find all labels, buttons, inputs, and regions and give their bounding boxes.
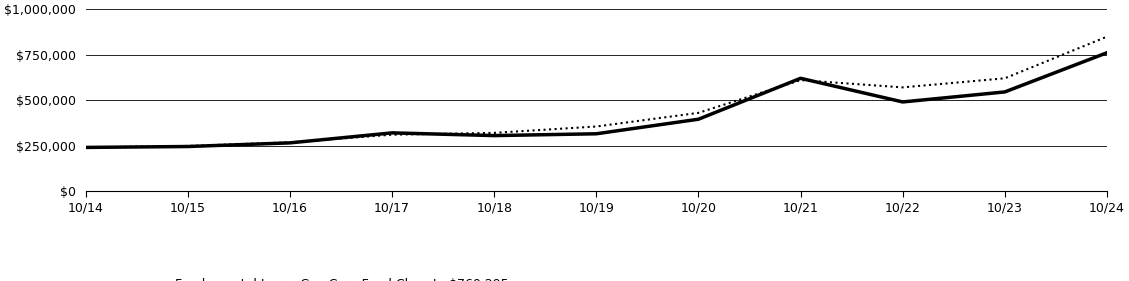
Fundamental Large Cap Core Fund Class I - $760,295 <box>794 77 807 80</box>
Legend: Fundamental Large Cap Core Fund Class I - $760,295, S&P 500 Index - $848,762: Fundamental Large Cap Core Fund Class I … <box>126 273 514 281</box>
Line: Fundamental Large Cap Core Fund Class I - $760,295: Fundamental Large Cap Core Fund Class I … <box>86 53 1106 148</box>
Fundamental Large Cap Core Fund Class I - $760,295 <box>283 141 297 144</box>
S&P 500 Index - $848,762 <box>794 78 807 82</box>
Fundamental Large Cap Core Fund Class I - $760,295 <box>488 134 501 137</box>
Fundamental Large Cap Core Fund Class I - $760,295 <box>896 100 910 104</box>
Fundamental Large Cap Core Fund Class I - $760,295 <box>998 90 1012 94</box>
S&P 500 Index - $848,762 <box>1100 35 1113 38</box>
Fundamental Large Cap Core Fund Class I - $760,295 <box>692 117 706 121</box>
S&P 500 Index - $848,762 <box>181 144 194 148</box>
S&P 500 Index - $848,762 <box>589 125 603 128</box>
Fundamental Large Cap Core Fund Class I - $760,295 <box>1100 51 1113 55</box>
S&P 500 Index - $848,762 <box>385 133 399 136</box>
Fundamental Large Cap Core Fund Class I - $760,295 <box>79 146 93 149</box>
S&P 500 Index - $848,762 <box>692 111 706 115</box>
S&P 500 Index - $848,762 <box>488 131 501 135</box>
Line: S&P 500 Index - $848,762: S&P 500 Index - $848,762 <box>86 37 1106 148</box>
Fundamental Large Cap Core Fund Class I - $760,295 <box>589 132 603 135</box>
Fundamental Large Cap Core Fund Class I - $760,295 <box>385 131 399 135</box>
Fundamental Large Cap Core Fund Class I - $760,295 <box>181 145 194 148</box>
S&P 500 Index - $848,762 <box>998 77 1012 80</box>
S&P 500 Index - $848,762 <box>896 86 910 89</box>
S&P 500 Index - $848,762 <box>283 141 297 144</box>
S&P 500 Index - $848,762 <box>79 146 93 149</box>
